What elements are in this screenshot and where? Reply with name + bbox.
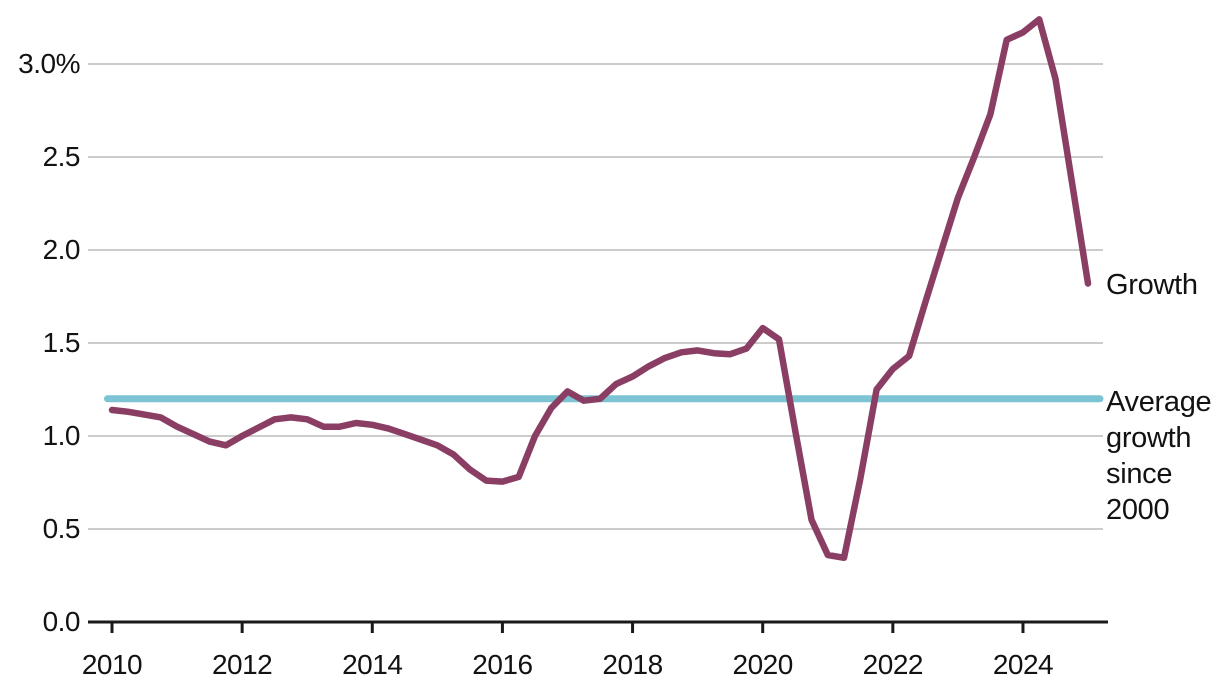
y-tick-label: 2.0: [42, 234, 81, 265]
x-tick-label: 2012: [211, 649, 273, 680]
x-tick-label: 2022: [862, 649, 924, 680]
growth-line: [108, 16, 1092, 562]
y-tick-label: 0.0: [42, 606, 81, 637]
y-tick-label: 0.5: [42, 513, 81, 544]
x-tick-label: 2010: [81, 649, 143, 680]
growth-series-label: Growth: [1106, 269, 1198, 301]
x-tick-label: 2016: [472, 649, 533, 680]
x-tick-label: 2014: [342, 649, 403, 680]
average-series-label: Average growth since 2000: [1106, 386, 1212, 526]
x-tick-label: 2018: [602, 649, 663, 680]
y-tick-label: 3.0%: [18, 48, 80, 79]
x-tick-label: 2024: [992, 649, 1054, 680]
y-tick-label: 1.0: [42, 420, 81, 451]
y-tick-label: 1.5: [42, 327, 81, 358]
x-tick-label: 2020: [732, 649, 794, 680]
y-tick-label: 2.5: [42, 141, 81, 172]
